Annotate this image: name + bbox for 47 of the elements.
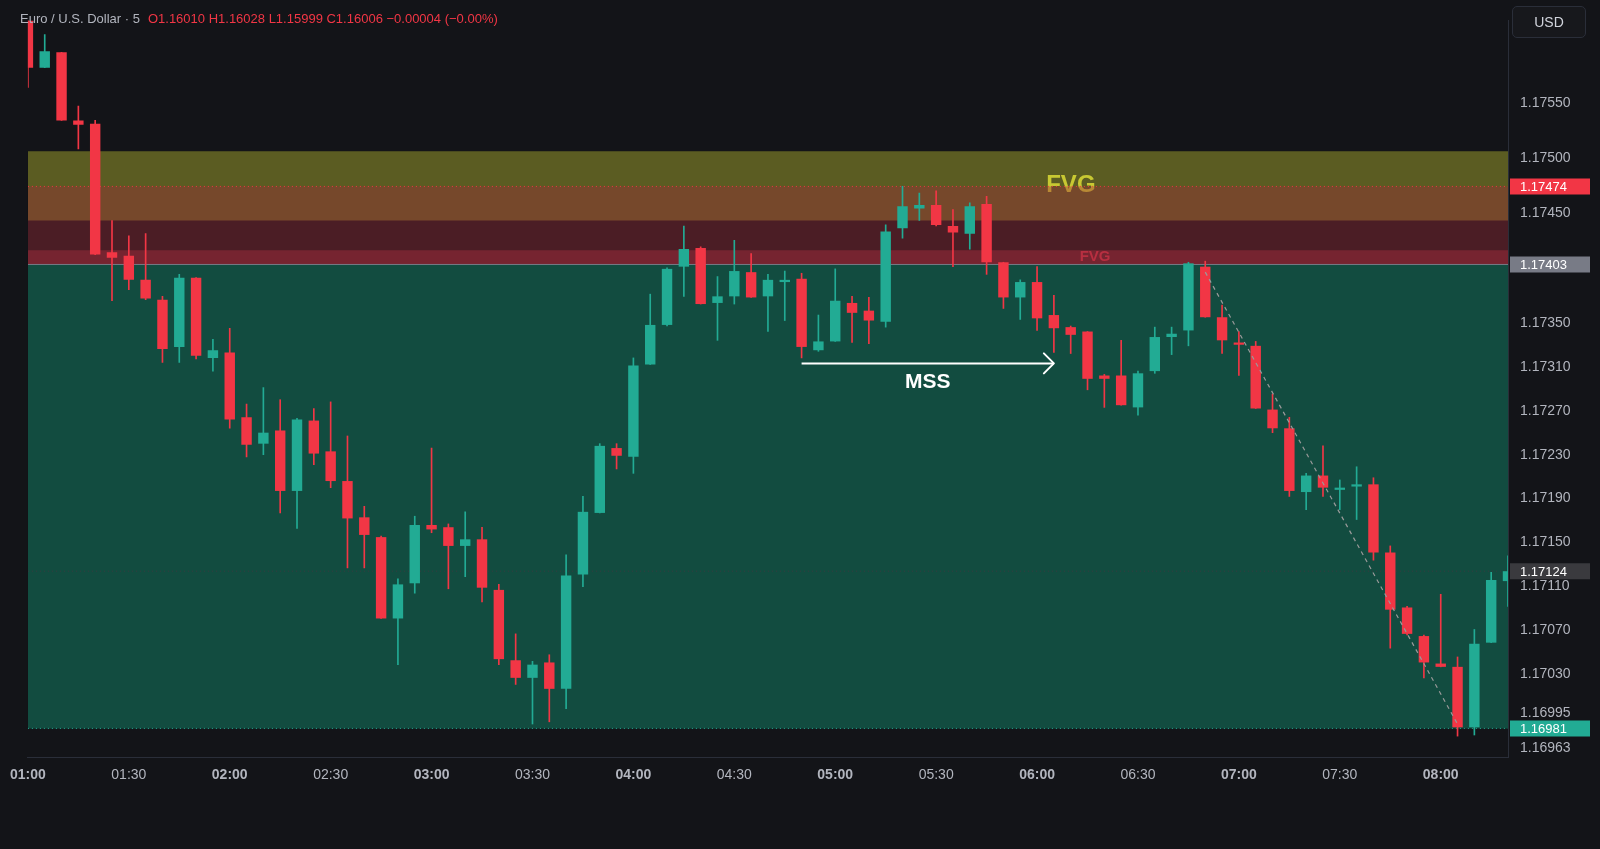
ref-line-label: 1.17124 [1520, 563, 1567, 579]
ref-line-label: 1.17474 [1520, 178, 1567, 194]
y-tick-label: 1.17350 [1520, 313, 1571, 330]
y-tick-label: 1.17150 [1520, 533, 1571, 550]
x-tick-label: 03:30 [514, 766, 551, 783]
chart-title: Euro / U.S. Dollar · 5 [20, 11, 140, 26]
x-tick-label: 07:00 [1220, 766, 1258, 783]
candlestick [863, 297, 875, 344]
y-tick-label: 1.16995 [1520, 703, 1571, 720]
chart-subtitle: O1.16010 H1.16028 L1.15999 C1.16006 −0.00004 (−0.00%) [147, 11, 498, 26]
x-tick-label: 08:00 [1422, 766, 1459, 783]
y-tick-label: 1.17190 [1520, 489, 1571, 506]
x-tick-label: 07:30 [1322, 766, 1358, 783]
y-tick-label: 1.17450 [1520, 203, 1571, 220]
ref-line-label: 1.17403 [1520, 257, 1567, 273]
x-tick-label: 02:30 [313, 766, 349, 783]
y-tick-label: 1.17500 [1520, 148, 1571, 165]
band-label: FVG [1079, 247, 1111, 265]
y-tick-label: 1.16963 [1520, 739, 1571, 756]
x-tick-label: 06:00 [1019, 766, 1056, 783]
candlestick [947, 209, 959, 267]
band-label: FVG [1046, 170, 1096, 198]
y-tick-label: 1.17110 [1520, 577, 1570, 594]
x-tick-label: 05:00 [817, 766, 854, 783]
ref-line-label: 1.16981 [1520, 720, 1567, 736]
candlestick [106, 220, 118, 302]
candlestick [914, 192, 925, 221]
text: USD [1512, 6, 1586, 38]
x-tick-label: 01:30 [111, 766, 147, 783]
y-tick-label: 1.17230 [1520, 445, 1571, 462]
x-tick-label: 01:00 [10, 766, 47, 783]
series-label: MSS [904, 368, 951, 392]
x-tick-label: 04:00 [615, 766, 652, 783]
x-tick-label: 03:00 [413, 766, 450, 783]
y-tick-label: 1.17270 [1520, 401, 1571, 418]
y-tick-label: 1.17070 [1520, 621, 1571, 638]
candlestick [846, 296, 858, 343]
y-tick-label: 1.17550 [1520, 93, 1571, 110]
y-tick-label: 1.17310 [1520, 357, 1571, 374]
x-tick-label: 04:30 [716, 766, 753, 783]
x-tick-label: 06:30 [1120, 766, 1156, 783]
candlestick [1048, 294, 1060, 353]
x-tick-label: 05:30 [918, 766, 954, 783]
x-tick-label: 02:00 [211, 766, 248, 783]
y-tick-label: 1.17030 [1520, 665, 1571, 682]
candlestick [678, 225, 690, 297]
candlestick [459, 511, 471, 578]
